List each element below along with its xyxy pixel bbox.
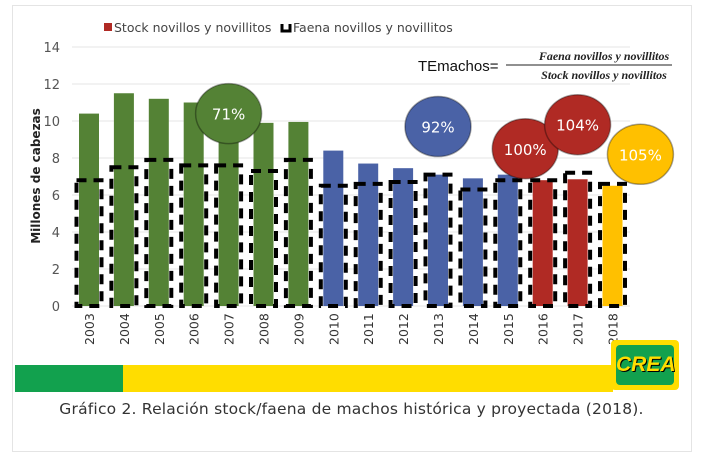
legend-label-stock: Stock novillos y novillitos <box>114 20 271 35</box>
faena-bar <box>563 170 593 308</box>
x-tick-label: 2010 <box>326 313 341 345</box>
stock-bar <box>148 98 169 306</box>
faena-bar <box>214 163 244 308</box>
y-tick-label: 6 <box>52 189 60 204</box>
x-tick-label: 2015 <box>501 313 516 345</box>
faena-bar <box>353 181 383 308</box>
legend-label-faena: Faena novillos y novillitos <box>293 20 453 35</box>
y-tick-label: 14 <box>43 41 60 56</box>
ratio-bubble <box>404 95 472 158</box>
x-tick-label: 2012 <box>396 313 411 345</box>
stock-bar <box>323 150 344 306</box>
y-tick-label: 8 <box>52 152 60 167</box>
ratio-label: 92% <box>421 119 454 137</box>
x-tick-label: 2004 <box>117 313 132 345</box>
figure-caption: Gráfico 2. Relación stock/faena de macho… <box>59 400 644 418</box>
formula-lhs: TEmachos= <box>418 58 499 75</box>
brand-band-yellow <box>123 365 613 392</box>
x-tick-label: 2009 <box>291 313 306 345</box>
y-tick-label: 0 <box>52 300 60 315</box>
formula-numerator: Faena novillos y novillitos <box>538 49 670 63</box>
stock-bar <box>113 93 134 306</box>
x-tick-label: 2014 <box>466 313 481 345</box>
crea-logo-text: CREA <box>616 345 676 385</box>
brand-band-green <box>15 365 123 392</box>
crea-logo: CREA <box>611 340 679 390</box>
faena-bar <box>598 181 627 308</box>
x-tick-label: 2018 <box>606 313 621 345</box>
stock-bar <box>532 180 553 306</box>
stock-bar <box>358 163 379 306</box>
y-axis-label: Millones de cabezas <box>29 108 43 244</box>
faena-bar <box>74 178 104 308</box>
stock-bar <box>567 179 588 306</box>
x-tick-label: 2003 <box>82 313 97 345</box>
ratio-bubble <box>194 82 263 145</box>
y-tick-label: 10 <box>43 115 60 130</box>
x-tick-label: 2008 <box>257 313 272 345</box>
x-tick-label: 2005 <box>152 313 167 345</box>
x-tick-label: 2011 <box>361 313 376 345</box>
stock-bar <box>183 102 204 306</box>
ratio-bubble <box>543 93 612 156</box>
faena-bar <box>423 172 453 308</box>
stock-bar <box>218 109 239 307</box>
x-tick-label: 2013 <box>431 313 446 345</box>
ratio-label: 71% <box>212 106 245 124</box>
faena-bar <box>528 178 558 308</box>
stock-bar <box>602 185 623 306</box>
y-tick-label: 4 <box>52 226 60 241</box>
ratio-label: 105% <box>619 146 662 164</box>
x-tick-label: 2017 <box>571 313 586 345</box>
ratio-label: 104% <box>556 117 599 135</box>
legend-swatch-stock <box>104 23 112 31</box>
legend-swatch-faena <box>280 24 292 33</box>
y-tick-label: 12 <box>43 78 60 93</box>
x-tick-label: 2007 <box>222 313 237 345</box>
faena-bar <box>318 183 348 308</box>
formula-denominator: Stock novillos y novillitos <box>541 68 667 82</box>
y-tick-label: 2 <box>52 263 60 278</box>
x-tick-label: 2016 <box>536 313 551 345</box>
stock-bar <box>253 122 274 306</box>
x-tick-label: 2006 <box>187 313 202 345</box>
ratio-label: 100% <box>504 141 547 159</box>
faena-bar <box>458 187 488 308</box>
stock-bar <box>428 174 448 306</box>
faena-bar <box>388 180 418 308</box>
stock-bar <box>462 178 483 306</box>
stock-bar <box>288 121 309 306</box>
faena-bar <box>179 163 209 308</box>
stock-bar <box>79 113 99 306</box>
stock-bar <box>393 168 414 306</box>
faena-bar <box>109 165 139 308</box>
ratio-bubble <box>606 123 675 186</box>
faena-bar <box>493 178 523 308</box>
chart: 0 2 4 6 8 10 12 14 Millones de cabezas 2003 2004 20… <box>29 20 675 345</box>
stock-bar <box>497 174 518 306</box>
faena-bar <box>249 168 278 308</box>
